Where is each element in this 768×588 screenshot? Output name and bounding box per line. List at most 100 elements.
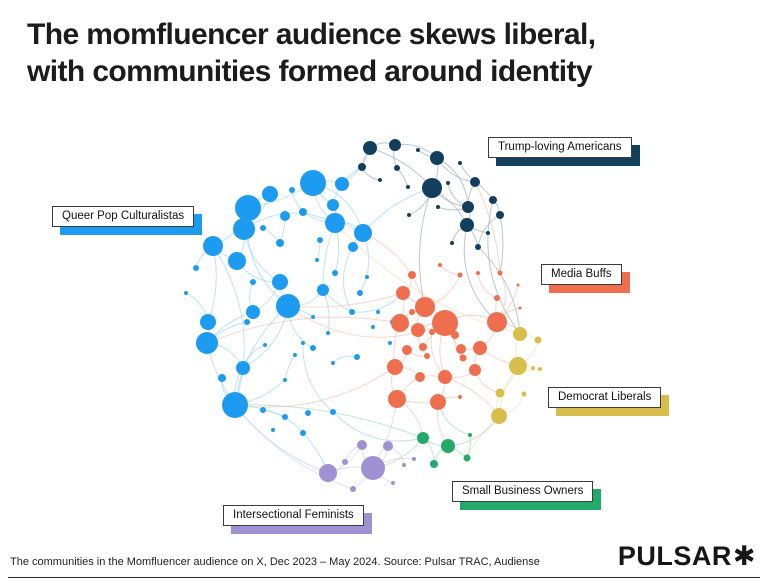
community-label-text: Media Buffs	[551, 268, 612, 280]
community-nodes-democrat-liberals	[491, 327, 542, 424]
network-node	[476, 271, 480, 275]
network-edge	[436, 157, 469, 208]
network-node	[311, 315, 315, 319]
network-node	[233, 218, 255, 240]
pulsar-logo: PULSAR✱	[618, 541, 756, 572]
network-node	[184, 291, 188, 295]
community-nodes-intersectional-feminists	[319, 440, 416, 492]
network-node	[407, 213, 411, 217]
network-node	[282, 414, 288, 420]
network-node	[289, 187, 295, 193]
network-node	[357, 290, 363, 296]
network-edge	[287, 305, 446, 338]
title-line-1: The momfluencer audience skews liberal,	[27, 18, 596, 51]
network-node	[411, 323, 425, 337]
network-node	[371, 325, 375, 329]
network-node	[272, 274, 288, 290]
network-node	[422, 178, 442, 198]
pulsar-logo-asterisk-icon: ✱	[732, 541, 756, 571]
network-edge	[477, 246, 521, 335]
network-node	[450, 241, 454, 245]
community-nodes-small-business-owners	[417, 432, 472, 468]
network-node	[438, 263, 442, 267]
network-node	[509, 357, 527, 375]
network-node	[459, 354, 467, 362]
network-node	[354, 224, 372, 242]
network-node	[446, 181, 450, 185]
network-node	[280, 211, 290, 221]
network-node	[489, 196, 497, 204]
network-node	[330, 409, 336, 415]
network-node	[415, 372, 425, 382]
network-node	[235, 195, 261, 221]
network-node	[271, 428, 275, 432]
network-edge	[206, 316, 401, 344]
network-node	[300, 170, 326, 196]
network-node	[354, 354, 360, 360]
network-edge	[499, 214, 504, 274]
network-edge	[302, 342, 334, 413]
network-node	[315, 258, 319, 262]
network-node	[326, 331, 330, 335]
network-node	[494, 295, 500, 301]
network-edge	[332, 355, 358, 364]
network-node	[430, 151, 444, 165]
network-node	[196, 332, 218, 354]
network-edge	[474, 181, 501, 274]
network-node	[389, 139, 401, 151]
network-node	[236, 361, 250, 375]
network-node	[436, 205, 440, 209]
network-node	[305, 410, 311, 416]
network-node	[361, 456, 385, 480]
network-node	[457, 272, 463, 278]
network-edge	[316, 239, 321, 261]
community-label-small-business-owners: Small Business Owners	[452, 481, 594, 502]
community-nodes-queer-pop-culturalistas	[184, 170, 396, 436]
community-label-text: Intersectional Feminists	[233, 509, 354, 521]
network-node	[402, 463, 406, 467]
footer-caption: The communities in the Momfluencer audie…	[10, 556, 540, 568]
network-node	[342, 459, 348, 465]
network-node	[276, 239, 284, 247]
network-node	[378, 178, 382, 182]
community-label-text: Trump-loving Americans	[498, 141, 622, 153]
network-node	[260, 407, 266, 413]
network-edge	[234, 404, 354, 490]
network-node	[424, 353, 430, 359]
network-node	[317, 284, 329, 296]
network-node	[491, 408, 507, 424]
network-node	[387, 359, 403, 375]
network-node	[486, 231, 490, 235]
network-node	[332, 270, 338, 276]
network-node	[416, 148, 420, 152]
network-node	[513, 327, 527, 341]
network-node	[293, 353, 297, 357]
network-node	[468, 433, 472, 437]
network-edge	[463, 224, 498, 323]
network-node	[363, 141, 377, 155]
network-node	[310, 345, 316, 351]
network-node	[331, 361, 335, 365]
network-node	[534, 336, 542, 344]
network-edge	[444, 376, 500, 417]
community-label-intersectional-feminists: Intersectional Feminists	[223, 505, 364, 526]
network-node	[357, 440, 367, 450]
network-edge	[439, 264, 461, 276]
network-node	[417, 432, 429, 444]
network-edge	[396, 167, 409, 188]
title-line-2: with communities formed around identity	[27, 55, 593, 88]
network-node	[430, 460, 438, 468]
community-label-text: Small Business Owners	[462, 485, 584, 497]
network-node	[391, 481, 395, 485]
network-edge	[262, 409, 304, 434]
network-node	[463, 454, 471, 462]
network-node	[325, 213, 345, 233]
network-node	[518, 306, 522, 310]
pulsar-logo-text: PULSAR	[617, 541, 732, 571]
network-node	[335, 177, 349, 191]
network-node	[300, 430, 306, 436]
network-node	[358, 163, 366, 171]
network-node	[200, 314, 216, 330]
